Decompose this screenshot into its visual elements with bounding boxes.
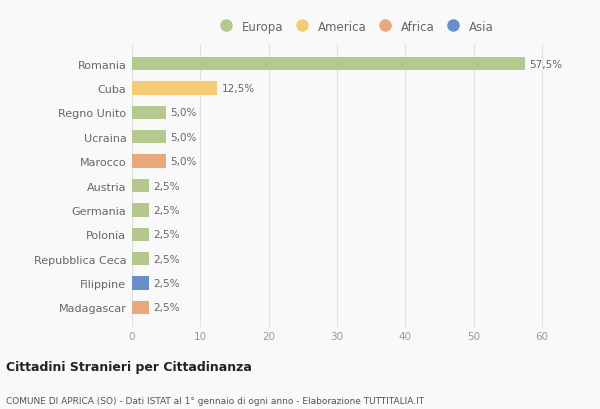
Text: 2,5%: 2,5% bbox=[153, 181, 179, 191]
Legend: Europa, America, Africa, Asia: Europa, America, Africa, Asia bbox=[211, 17, 497, 37]
Text: COMUNE DI APRICA (SO) - Dati ISTAT al 1° gennaio di ogni anno - Elaborazione TUT: COMUNE DI APRICA (SO) - Dati ISTAT al 1°… bbox=[6, 396, 424, 405]
Text: 2,5%: 2,5% bbox=[153, 303, 179, 312]
Text: 2,5%: 2,5% bbox=[153, 230, 179, 240]
Bar bbox=[132, 106, 166, 120]
Bar bbox=[132, 58, 525, 71]
Text: 5,0%: 5,0% bbox=[170, 157, 197, 167]
Bar bbox=[132, 301, 149, 315]
Text: 57,5%: 57,5% bbox=[529, 60, 562, 70]
Bar bbox=[132, 131, 166, 144]
Text: 5,0%: 5,0% bbox=[170, 133, 197, 142]
Bar bbox=[132, 276, 149, 290]
Text: Cittadini Stranieri per Cittadinanza: Cittadini Stranieri per Cittadinanza bbox=[6, 360, 252, 373]
Text: 12,5%: 12,5% bbox=[221, 84, 254, 94]
Bar bbox=[132, 204, 149, 217]
Bar bbox=[132, 180, 149, 193]
Text: 5,0%: 5,0% bbox=[170, 108, 197, 118]
Text: 2,5%: 2,5% bbox=[153, 254, 179, 264]
Bar bbox=[132, 155, 166, 169]
Bar bbox=[132, 252, 149, 266]
Bar bbox=[132, 228, 149, 241]
Text: 2,5%: 2,5% bbox=[153, 279, 179, 288]
Bar bbox=[132, 82, 217, 96]
Text: 2,5%: 2,5% bbox=[153, 205, 179, 216]
